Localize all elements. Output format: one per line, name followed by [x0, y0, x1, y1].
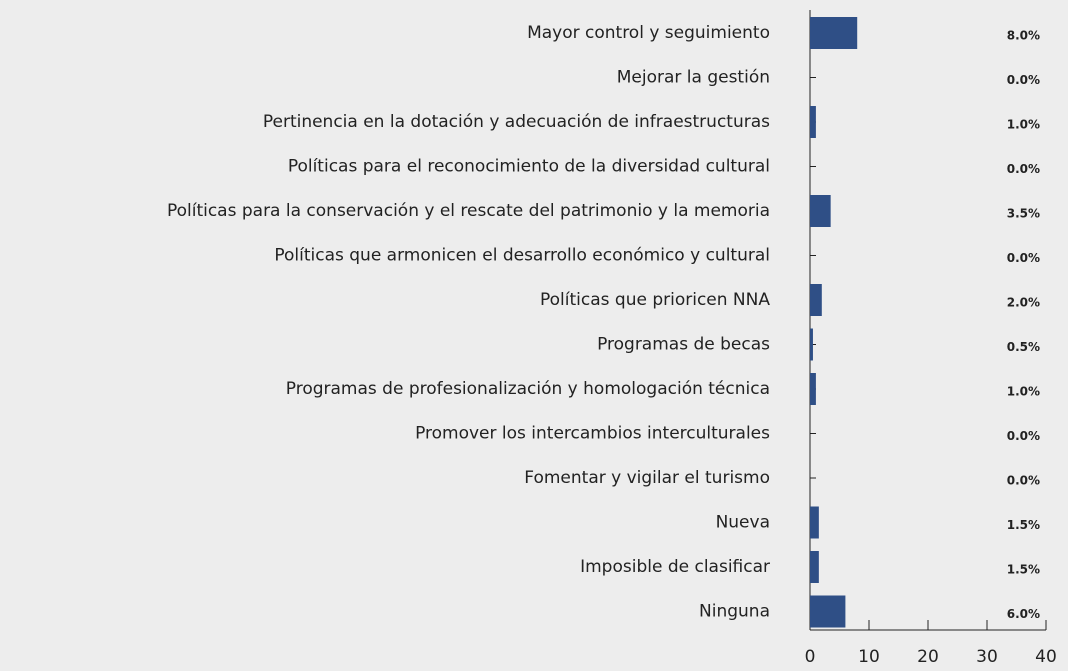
value-label: 8.0% [1007, 29, 1040, 43]
value-label: 0.0% [1007, 73, 1040, 87]
category-label: Pertinencia en la dotación y adecuación … [263, 112, 770, 132]
category-label: Programas de becas [597, 335, 770, 355]
category-label: Ninguna [699, 602, 770, 622]
category-label: Nueva [716, 513, 770, 533]
value-label: 0.0% [1007, 162, 1040, 176]
bar [810, 328, 813, 361]
category-label: Políticas para el reconocimiento de la d… [288, 157, 770, 177]
value-label: 6.0% [1007, 607, 1040, 621]
value-label: 2.0% [1007, 296, 1040, 310]
value-label: 1.0% [1007, 118, 1040, 132]
value-label: 0.5% [1007, 340, 1040, 354]
category-label: Mejorar la gestión [617, 68, 770, 88]
value-label: 1.5% [1007, 518, 1040, 532]
category-label: Políticas que prioricen NNA [540, 290, 770, 310]
x-tick-label: 40 [1035, 647, 1057, 667]
category-label: Mayor control y seguimiento [527, 23, 770, 43]
x-tick-label: 0 [805, 647, 816, 667]
value-label: 1.0% [1007, 385, 1040, 399]
x-tick-label: 10 [858, 647, 880, 667]
category-label: Imposible de clasificar [580, 557, 770, 577]
x-tick-label: 20 [917, 647, 939, 667]
category-label: Programas de profesionalización y homolo… [286, 379, 770, 399]
x-tick-label: 30 [976, 647, 998, 667]
value-label: 3.5% [1007, 207, 1040, 221]
category-label: Políticas para la conservación y el resc… [167, 201, 770, 221]
value-label: 0.0% [1007, 429, 1040, 443]
bar [810, 17, 858, 49]
category-label: Promover los intercambios interculturale… [415, 424, 770, 444]
bar [810, 106, 816, 138]
value-label: 0.0% [1007, 251, 1040, 265]
category-label: Fomentar y vigilar el turismo [524, 468, 770, 488]
bar [810, 195, 831, 227]
bar [810, 551, 819, 583]
value-label: 0.0% [1007, 474, 1040, 488]
category-label: Políticas que armonicen el desarrollo ec… [274, 246, 770, 266]
bar [810, 595, 846, 628]
bar [810, 506, 819, 539]
bar [810, 284, 822, 316]
value-label: 1.5% [1007, 563, 1040, 577]
bar [810, 373, 816, 405]
